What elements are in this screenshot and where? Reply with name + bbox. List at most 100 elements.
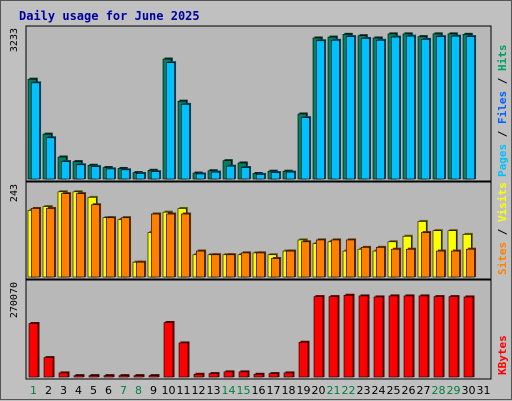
x-tick-day-6: 6 — [105, 384, 112, 397]
x-tick-day-22: 22 — [342, 384, 356, 397]
bar-files-1 — [30, 82, 40, 180]
x-tick-day-18: 18 — [282, 384, 296, 397]
bar-kbytes-17 — [268, 373, 279, 378]
x-tick-day-4: 4 — [75, 384, 82, 397]
bar-files-9 — [151, 171, 160, 180]
x-tick-day-19: 19 — [297, 384, 311, 397]
x-tick-day-14: 14 — [222, 384, 236, 397]
x-tick-day-20: 20 — [312, 384, 326, 397]
legend-entry-hits-files-pages-1: / — [496, 124, 509, 144]
legend-entry-hits-files-pages-4: Hits — [496, 45, 509, 72]
bar-kbytes-12 — [193, 373, 204, 378]
bar-files-24 — [375, 39, 385, 180]
bar-files-29 — [450, 35, 460, 180]
legend-entry-visits-sites-0: Sites — [496, 242, 509, 275]
legend-entry-hits-files-pages-0: Pages — [496, 144, 509, 177]
bar-files-17 — [270, 172, 280, 180]
x-tick-day-29: 29 — [447, 384, 461, 397]
bar-kbytes-11 — [178, 342, 189, 378]
x-tick-day-21: 21 — [327, 384, 341, 397]
bar-sites-30 — [465, 248, 475, 278]
x-tick-day-27: 27 — [417, 384, 431, 397]
bar-sites-18 — [285, 250, 295, 278]
bar-kbytes-2 — [43, 357, 54, 378]
bar-kbytes-28 — [433, 296, 444, 378]
bar-sites-15 — [241, 252, 250, 278]
legend-entry-kbytes-0: KBytes — [496, 335, 509, 375]
bar-sites-24 — [375, 247, 385, 278]
bar-files-5 — [91, 166, 100, 180]
x-tick-day-2: 2 — [45, 384, 52, 397]
legend-entry-visits-sites-1: / — [496, 222, 509, 242]
legend-visits-sites: Sites / Visits — [496, 182, 509, 275]
bar-sites-12 — [196, 250, 205, 278]
x-tick-day-12: 12 — [192, 384, 206, 397]
bar-sites-29 — [450, 250, 460, 278]
x-tick-day-30: 30 — [462, 384, 476, 397]
bar-sites-5 — [91, 204, 100, 278]
bar-sites-26 — [405, 248, 415, 278]
bar-files-11 — [181, 104, 190, 180]
bar-sites-10 — [166, 213, 175, 278]
bar-files-6 — [106, 168, 115, 180]
bar-sites-21 — [330, 239, 340, 278]
bar-kbytes-20 — [313, 296, 324, 378]
legend-kbytes: KBytes — [496, 335, 509, 375]
bar-kbytes-3 — [58, 372, 69, 378]
bar-kbytes-21 — [328, 296, 339, 378]
bar-sites-13 — [211, 254, 220, 278]
bar-sites-1 — [30, 208, 40, 278]
bar-files-15 — [241, 167, 250, 180]
bar-kbytes-7 — [118, 375, 129, 378]
x-tick-day-24: 24 — [372, 384, 386, 397]
bar-sites-16 — [256, 252, 265, 278]
bar-files-3 — [60, 161, 70, 180]
bar-kbytes-22 — [343, 294, 354, 378]
bar-files-22 — [345, 36, 355, 180]
legend-entry-visits-sites-2: Visits — [496, 182, 509, 222]
x-tick-day-1: 1 — [30, 384, 37, 397]
bar-sites-22 — [345, 239, 355, 278]
bar-files-26 — [405, 35, 415, 180]
bar-kbytes-15 — [238, 371, 249, 378]
bar-kbytes-19 — [298, 341, 309, 378]
bar-sites-23 — [360, 247, 370, 278]
bar-files-16 — [256, 174, 265, 180]
bar-files-4 — [76, 164, 85, 180]
bar-kbytes-30 — [463, 296, 474, 378]
bar-files-7 — [121, 169, 130, 180]
x-tick-day-15: 15 — [237, 384, 251, 397]
legend-hits-files-pages: Pages / Files / Hits — [496, 45, 509, 178]
x-tick-day-16: 16 — [252, 384, 266, 397]
x-tick-day-7: 7 — [120, 384, 127, 397]
bar-sites-28 — [435, 250, 445, 278]
bar-sites-3 — [60, 193, 70, 278]
x-tick-day-5: 5 — [90, 384, 97, 397]
bar-kbytes-4 — [73, 375, 84, 378]
bar-files-19 — [300, 117, 310, 180]
bar-files-28 — [435, 36, 445, 180]
x-tick-day-23: 23 — [357, 384, 371, 397]
legend-entry-hits-files-pages-2: Files — [496, 91, 509, 124]
bar-files-12 — [196, 173, 205, 180]
bar-kbytes-8 — [133, 375, 144, 378]
bar-kbytes-26 — [403, 295, 414, 378]
bar-kbytes-27 — [418, 295, 429, 378]
bar-sites-25 — [390, 248, 400, 278]
bar-sites-14 — [226, 254, 235, 278]
axis-max-label-visits-sites: 243 — [9, 184, 20, 202]
x-tick-day-3: 3 — [60, 384, 67, 397]
bar-files-20 — [315, 40, 325, 180]
bar-files-21 — [330, 39, 340, 180]
legend-entry-hits-files-pages-3: / — [496, 71, 509, 91]
bar-kbytes-29 — [448, 296, 459, 378]
x-tick-day-26: 26 — [402, 384, 416, 397]
chart-title: Daily usage for June 2025 — [19, 9, 200, 23]
bar-files-13 — [211, 171, 220, 180]
bar-files-8 — [136, 173, 145, 180]
bar-kbytes-23 — [358, 295, 369, 378]
bar-files-25 — [390, 36, 400, 180]
x-tick-day-31: 31 — [477, 384, 491, 397]
